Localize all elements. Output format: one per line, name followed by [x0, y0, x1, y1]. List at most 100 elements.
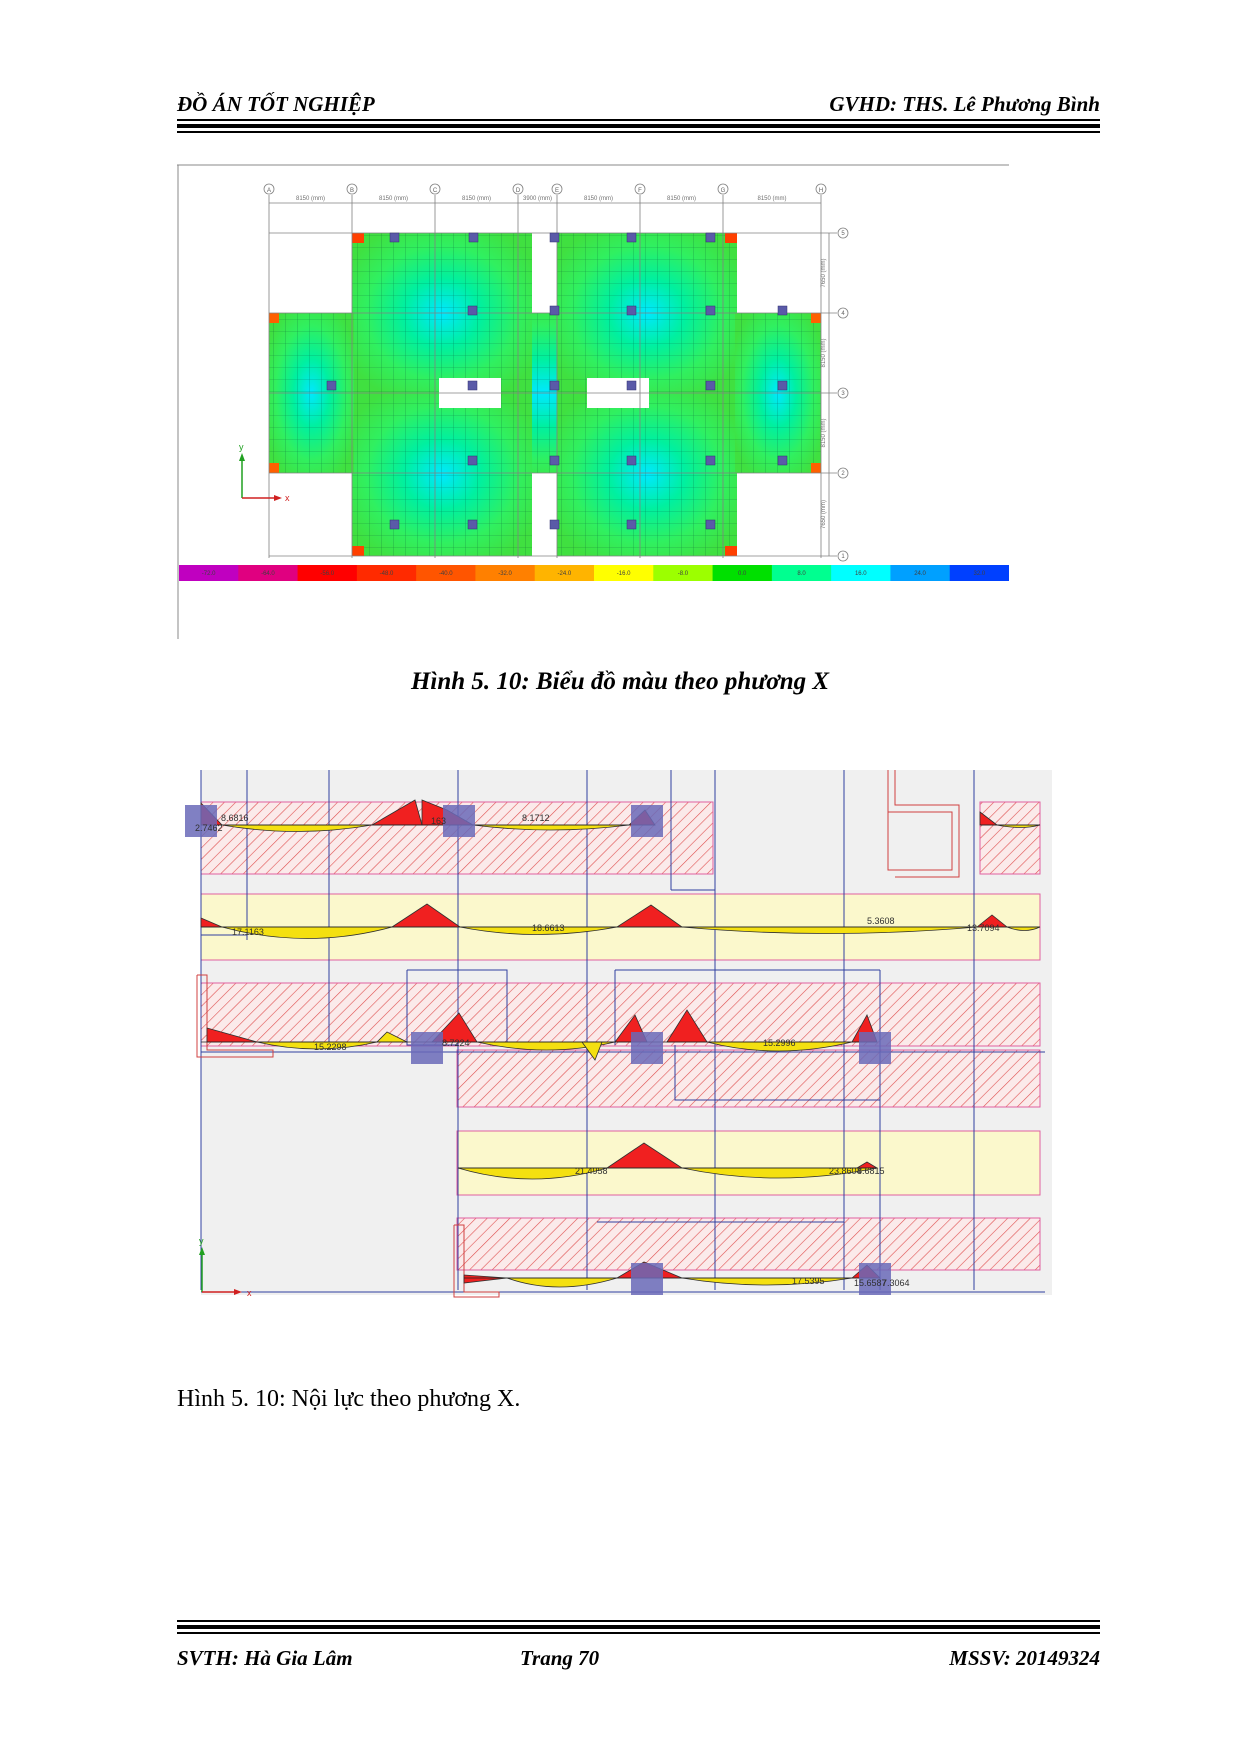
axis-indicator: y x: [239, 442, 290, 503]
label-r3-c: 15.2996: [763, 1038, 796, 1048]
column-marker: [777, 380, 788, 391]
column-marker: [705, 455, 716, 466]
label-r3-b: 8.7224: [442, 1038, 470, 1048]
grid-bubble-col: [551, 183, 563, 195]
column-marker: [705, 380, 716, 391]
span-y-label: 8150 (mm): [821, 338, 827, 367]
grid-bubble-col-label: D: [516, 188, 521, 194]
footer-rule-thin-2: [177, 1632, 1100, 1634]
force-diagram-figure: 8.6816 2.7462 8.1712 163 17.1163 18.6613…: [177, 770, 1052, 1332]
grid-bubble-row-label: 1: [841, 554, 845, 560]
label-r5-a: 17.5395: [792, 1276, 825, 1286]
grid-bubble-row: [837, 307, 849, 319]
legend-swatch: [416, 565, 476, 581]
footer-student: SVTH: Hà Gia Lâm: [177, 1646, 353, 1670]
column-marker: [467, 455, 478, 466]
support-columns: [185, 805, 891, 1295]
label-r1-a: 8.6816: [221, 813, 249, 823]
footer-rule-thin: [177, 1620, 1100, 1622]
legend-tick-label: -48.0: [380, 571, 394, 577]
figure2-caption: Hình 5. 10: Nội lực theo phương X.: [177, 1386, 521, 1412]
legend-tick-label: -16.0: [617, 571, 631, 577]
header-rule-thin: [177, 119, 1100, 121]
figure1-axis-x-label: x: [285, 493, 290, 503]
legend-tick-label: 32.0: [974, 571, 986, 577]
legend-tick-label: 0.0: [738, 571, 747, 577]
column-marker: [467, 380, 478, 391]
column-marker: [626, 380, 637, 391]
column-marker: [549, 380, 560, 391]
legend-tick-label: 16.0: [855, 571, 867, 577]
grid-bubble-col: [512, 183, 524, 195]
grid-bubble-col: [634, 183, 646, 195]
label-r1-d: 163: [431, 816, 446, 826]
footer-student-id: MSSV: 20149324: [949, 1646, 1100, 1670]
beam-grid: [196, 770, 1045, 1298]
label-r2-c: 5.3608: [867, 916, 895, 926]
grid-bubble-row: [837, 387, 849, 399]
span-y-label: 7650 (mm): [821, 258, 827, 287]
label-r5-c: 7.3064: [882, 1278, 910, 1288]
grid-bubbles: A B C D E F G H 8150 (mm) 8150 (mm) 8150 (mm) 3900 …: [263, 183, 849, 562]
grid-bubble-col-label: E: [555, 188, 559, 194]
span-x-label: 3900 (mm): [523, 196, 552, 202]
column-marker: [389, 519, 400, 530]
grid-bubble-col: [429, 183, 441, 195]
span-x-label: 8150 (mm): [757, 196, 786, 202]
legend-swatch: [949, 565, 1009, 581]
column-marker: [549, 232, 560, 243]
grid-bubble-row: [837, 227, 849, 239]
header-advisor: GVHD: THS. Lê Phương Bình: [829, 92, 1100, 116]
column-marker: [777, 305, 788, 316]
grid-bubble-col-label: G: [721, 188, 726, 194]
grid-bubble-col: [815, 183, 827, 195]
legend-swatch: [238, 565, 299, 581]
legend-tick-label: 24.0: [914, 571, 926, 577]
column-marker: [549, 305, 560, 316]
column-marker: [549, 519, 560, 530]
span-x-label: 8150 (mm): [584, 196, 613, 202]
legend-tick-label: -56.0: [320, 571, 334, 577]
column-marker: [467, 305, 478, 316]
legend-swatch: [890, 565, 951, 581]
column-marker: [326, 380, 337, 391]
column-marker: [626, 455, 637, 466]
span-x-label: 8150 (mm): [296, 196, 325, 202]
grid-bubble-row-label: 2: [841, 471, 845, 477]
design-strips: [200, 801, 1041, 1271]
span-x-label: 8150 (mm): [667, 196, 696, 202]
label-r2-b: 18.6613: [532, 923, 565, 933]
column-marker: [705, 305, 716, 316]
legend-tick-label: -24.0: [558, 571, 572, 577]
column-marker: [777, 455, 788, 466]
column-marker: [705, 519, 716, 530]
column-marker: [705, 232, 716, 243]
legend-swatch: [594, 565, 654, 581]
grid-bubble-row-label: 3: [841, 391, 845, 397]
footer-page-number: Trang 70: [520, 1646, 600, 1670]
legend-swatch: [297, 565, 358, 581]
figure2-axis-indicator: y x: [199, 1236, 252, 1298]
grid-bubble-col: [717, 183, 729, 195]
legend-swatch: [179, 565, 239, 581]
span-y-label: 7650 (mm): [821, 500, 827, 529]
label-r2-a: 17.1163: [232, 927, 264, 937]
figure1-caption: Hình 5. 10: Biểu đồ màu theo phương X: [410, 668, 830, 695]
grid-bubble-col: [263, 183, 275, 195]
grid-bubble-col-label: H: [819, 188, 823, 194]
legend-bar: -72.0 -64.0 -56.0 -48.0 -40.0 -32.0 -24.0 -16.0…: [179, 565, 1009, 581]
grid-bubble-col-label: C: [433, 188, 438, 194]
legend-swatch: [712, 565, 773, 581]
legend-tick-label: -72.0: [202, 571, 216, 577]
label-r4-a: 21.4958: [575, 1166, 608, 1176]
span-y-label: 8150 (mm): [821, 418, 827, 447]
column-marker: [389, 232, 400, 243]
label-r4-c: 8.6815: [857, 1166, 885, 1176]
label-r2-d: 13.7094: [967, 923, 1000, 933]
figure1-axis-y-label: y: [239, 442, 244, 452]
column-marker: [467, 519, 478, 530]
legend-swatch: [831, 565, 891, 581]
grid-bubble-col-label: B: [350, 188, 354, 194]
header-rule-thin-2: [177, 131, 1100, 133]
footer-rule-thick: [177, 1625, 1100, 1629]
